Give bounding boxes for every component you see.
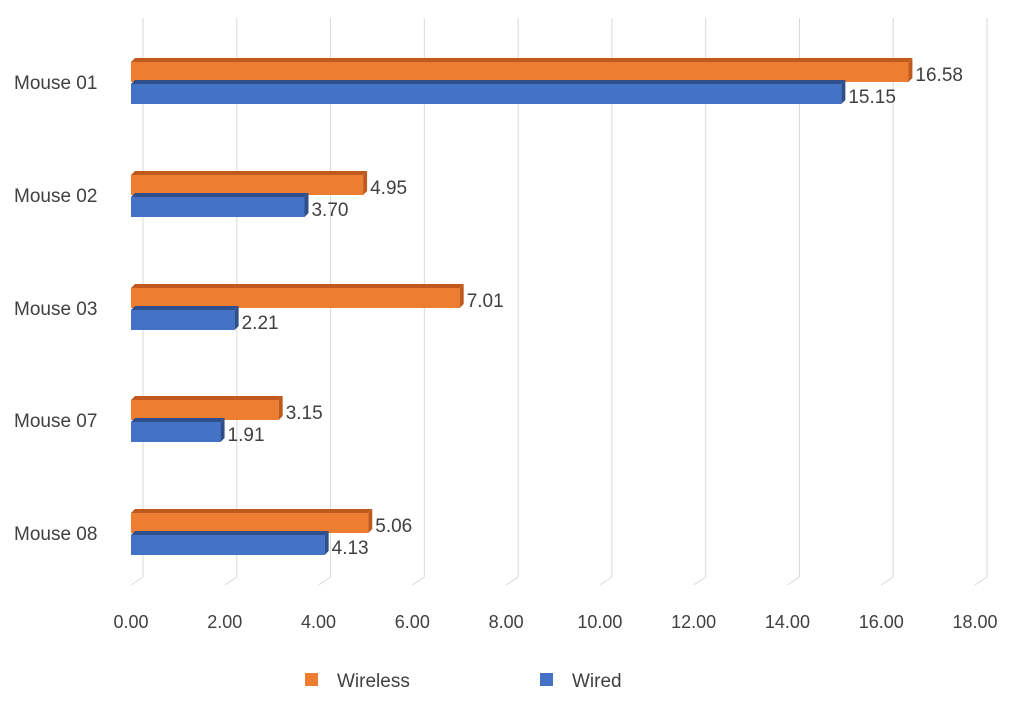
bar-top-face (131, 531, 329, 535)
x-tick-label: 4.00 (301, 612, 336, 632)
x-tick-label: 18.00 (952, 612, 997, 632)
bar-top-face (131, 80, 846, 84)
bar-top-face (131, 509, 373, 513)
data-labels: 16.58 15.15 4.95 3.70 7.01 2.21 3.15 1.91 5.06 4.… (228, 65, 963, 559)
bar-top-face (131, 396, 283, 400)
bar-end-face (841, 80, 846, 104)
x-tick-label: 12.00 (671, 612, 716, 632)
legend-label-wireless[interactable]: Wireless (337, 671, 410, 692)
x-tick-label: 2.00 (207, 612, 242, 632)
bar-end-face (368, 509, 373, 533)
gridline-foot (318, 576, 331, 586)
bar-wired[interactable] (131, 84, 842, 104)
gridline-foot (693, 576, 706, 586)
bar-end-face (220, 418, 225, 442)
bar-wireless[interactable] (131, 62, 909, 82)
legend[interactable]: Wireless Wired (305, 671, 622, 692)
bar-wireless[interactable] (131, 288, 460, 308)
legend-swatch-wireless (305, 673, 318, 686)
bar-end-face (363, 171, 368, 195)
gridline-foot (505, 576, 519, 586)
data-label: 4.13 (332, 538, 369, 559)
bar-top-face (131, 193, 309, 197)
category-label: Mouse 03 (14, 299, 97, 320)
category-axis: Mouse 01 Mouse 02 Mouse 03 Mouse 07 Mouse 08 (14, 73, 97, 545)
data-label: 3.15 (286, 403, 323, 424)
gridline-foot (880, 576, 894, 586)
data-label: 7.01 (467, 291, 504, 312)
legend-label-wired[interactable]: Wired (572, 671, 622, 692)
legend-swatch-wired (540, 673, 553, 686)
bar-wired[interactable] (131, 310, 235, 330)
category-label: Mouse 08 (14, 524, 97, 545)
bar-end-face (459, 284, 464, 308)
bar-wired[interactable] (131, 197, 305, 217)
category-label: Mouse 02 (14, 186, 97, 207)
bar-end-face (324, 531, 329, 555)
x-tick-label: 10.00 (577, 612, 622, 632)
bar-top-face (131, 306, 239, 310)
bar-top-face (131, 58, 913, 62)
bar-wireless[interactable] (131, 400, 279, 420)
data-label: 15.15 (848, 87, 896, 108)
gridline-foot (599, 576, 613, 586)
x-tick-label: 0.00 (113, 612, 148, 632)
gridline-foot (224, 576, 238, 586)
data-label: 2.21 (242, 313, 279, 334)
bar-end-face (278, 396, 283, 420)
bar-top-face (131, 418, 225, 422)
bar-wired[interactable] (131, 535, 325, 555)
gridline-foot (130, 576, 144, 586)
data-label: 1.91 (228, 425, 265, 446)
data-label: 16.58 (915, 65, 963, 86)
bar-end-face (304, 193, 309, 217)
value-axis: 0.00 2.00 4.00 6.00 8.00 10.00 12.00 14.00 16.00… (113, 612, 997, 632)
gridline-foot (412, 576, 425, 586)
x-tick-label: 6.00 (395, 612, 430, 632)
bar-top-face (131, 171, 368, 175)
x-tick-label: 8.00 (489, 612, 524, 632)
category-label: Mouse 07 (14, 411, 97, 432)
bar-wireless[interactable] (131, 175, 364, 195)
bar-end-face (234, 306, 239, 330)
data-label: 5.06 (375, 516, 412, 537)
x-tick-label: 14.00 (765, 612, 810, 632)
bar-top-face (131, 284, 464, 288)
data-label: 4.95 (370, 178, 407, 199)
bars (131, 58, 913, 555)
gridline-foot (787, 576, 800, 586)
data-label: 3.70 (311, 200, 348, 221)
bar-wired[interactable] (131, 422, 221, 442)
bar-end-face (908, 58, 913, 82)
bar-wireless[interactable] (131, 513, 369, 533)
category-label: Mouse 01 (14, 73, 97, 94)
gridline-foot (974, 576, 988, 586)
x-tick-label: 16.00 (859, 612, 904, 632)
